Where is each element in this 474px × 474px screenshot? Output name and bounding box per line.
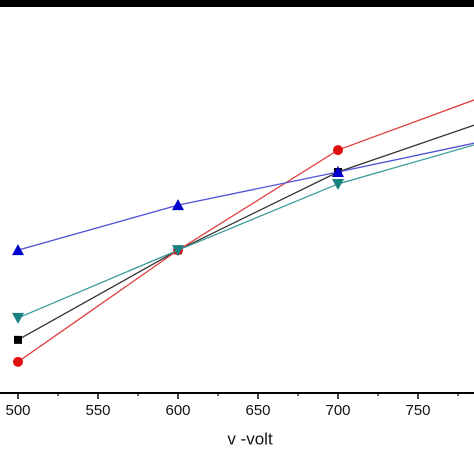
x-tick-label: 700 <box>325 402 350 419</box>
x-axis-label: v -volt <box>227 429 273 448</box>
x-tick-label: 650 <box>245 402 270 419</box>
plot-area <box>12 99 474 367</box>
marker <box>12 244 24 256</box>
x-tick-label: 550 <box>85 402 110 419</box>
x-tick-label: 600 <box>165 402 190 419</box>
marker <box>333 145 343 156</box>
marker <box>13 356 23 367</box>
series-line <box>17 144 474 319</box>
marker <box>12 312 24 324</box>
marker <box>14 335 22 344</box>
marker <box>172 245 184 257</box>
marker <box>172 199 184 211</box>
marker <box>332 178 344 190</box>
marker <box>332 166 344 178</box>
series-line <box>17 99 474 363</box>
x-tick-label: 750 <box>405 402 430 419</box>
x-tick-label: 500 <box>5 402 30 419</box>
series-line <box>17 124 474 341</box>
series-line <box>17 142 474 251</box>
frame-top <box>0 0 474 7</box>
